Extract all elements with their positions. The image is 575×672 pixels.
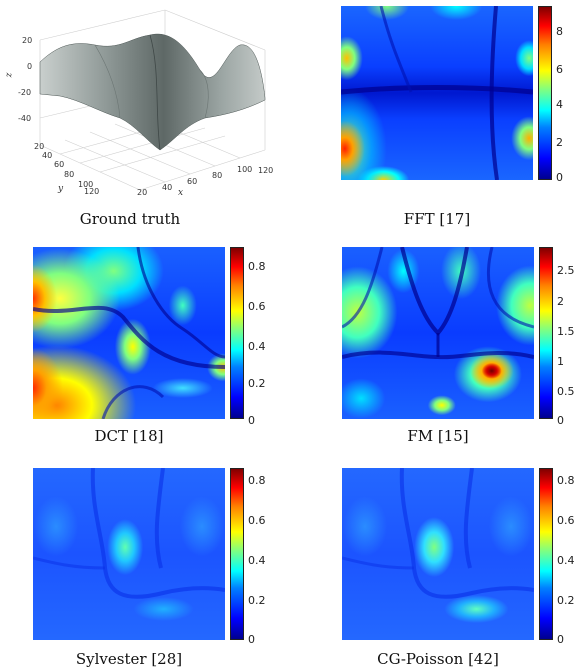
z-tick: -40 bbox=[18, 114, 32, 123]
z-tick: 20 bbox=[22, 36, 33, 45]
fft-valley-lines bbox=[341, 6, 533, 180]
y-tick: 60 bbox=[54, 160, 65, 169]
caption-fft: FFT [17] bbox=[403, 210, 471, 228]
dct-colorbar-tick: 0 bbox=[248, 414, 255, 427]
sylvester-colorbar-tick: 0.4 bbox=[248, 554, 266, 567]
surface-mesh bbox=[39, 33, 266, 151]
cg-poisson-colorbar-tick: 0 bbox=[557, 633, 564, 646]
y-tick: 20 bbox=[34, 142, 45, 151]
dct-colorbar-tick: 0.2 bbox=[248, 377, 266, 390]
y-tick: 120 bbox=[84, 187, 100, 196]
caption-sylvester: Sylvester [28] bbox=[75, 650, 183, 668]
x-tick: 80 bbox=[212, 171, 223, 180]
fft-colorbar-tick: 0 bbox=[556, 171, 563, 184]
ground-truth-panel: 20 0 -20 -40 z 20 40 60 80 100 120 y 20 … bbox=[0, 0, 290, 232]
y-tick: 80 bbox=[64, 170, 75, 179]
x-tick: 100 bbox=[237, 165, 253, 174]
caption-dct: DCT [18] bbox=[94, 427, 164, 445]
fm-colorbar-tick: 1 bbox=[557, 355, 564, 368]
x-tick: 20 bbox=[137, 188, 148, 197]
caption-fm: FM [15] bbox=[407, 427, 469, 445]
sylvester-colorbar-tick: 0.6 bbox=[248, 514, 266, 527]
surface-valley-line bbox=[149, 34, 161, 151]
z-axis-label: z bbox=[4, 72, 15, 78]
surface-ridge-line bbox=[199, 69, 209, 119]
cg-poisson-colorbar-tick: 0.6 bbox=[557, 514, 575, 527]
y-tick: 100 bbox=[78, 180, 94, 189]
fm-colorbar-tick: 0 bbox=[557, 414, 564, 427]
x-tick: 40 bbox=[162, 183, 173, 192]
dct-colorbar-tick: 0.4 bbox=[248, 340, 266, 353]
z-tick: -20 bbox=[18, 88, 32, 97]
fm-colorbar-tick: 2 bbox=[557, 295, 564, 308]
fm-valley-lines bbox=[342, 247, 534, 360]
dct-colorbar-tick: 0.6 bbox=[248, 300, 266, 313]
caption-ground-truth: Ground truth bbox=[79, 210, 181, 228]
fft-heatmap bbox=[341, 6, 533, 180]
x-axis-label: x bbox=[178, 188, 184, 198]
fft-colorbar-tick: 4 bbox=[556, 98, 563, 111]
surface-ridge-line bbox=[94, 44, 121, 119]
fm-colorbar-tick: 0.5 bbox=[557, 385, 575, 398]
cg-poisson-valley-lines bbox=[342, 468, 534, 599]
cg-poisson-colorbar-tick: 0.8 bbox=[557, 474, 575, 487]
sylvester-valley-lines bbox=[33, 468, 225, 599]
y-axis-label: y bbox=[58, 184, 64, 194]
sylvester-colorbar-tick: 0 bbox=[248, 633, 255, 646]
fm-colorbar-tick: 2.5 bbox=[557, 264, 575, 277]
dct-heatmap bbox=[33, 247, 225, 419]
y-tick: 40 bbox=[42, 151, 53, 160]
cg-poisson-colorbar-tick: 0.2 bbox=[557, 594, 575, 607]
cg-poisson-heatmap bbox=[342, 468, 534, 640]
dct-colorbar bbox=[230, 247, 244, 419]
dct-colorbar-tick: 0.8 bbox=[248, 260, 266, 273]
plot-grid bbox=[39, 9, 266, 191]
x-tick: 60 bbox=[187, 177, 198, 186]
x-tick: 120 bbox=[258, 166, 274, 175]
sylvester-heatmap bbox=[33, 468, 225, 640]
dct-valley-lines bbox=[33, 247, 225, 419]
fm-colorbar bbox=[539, 247, 553, 419]
fft-colorbar bbox=[538, 6, 552, 180]
cg-poisson-colorbar-tick: 0.4 bbox=[557, 554, 575, 567]
fft-colorbar-tick: 6 bbox=[556, 63, 563, 76]
cg-poisson-colorbar bbox=[539, 468, 553, 640]
fft-colorbar-tick: 8 bbox=[556, 25, 563, 38]
sylvester-colorbar bbox=[230, 468, 244, 640]
sylvester-colorbar-tick: 0.8 bbox=[248, 474, 266, 487]
ground-truth-surface-plot bbox=[39, 9, 266, 191]
z-tick: 0 bbox=[27, 62, 33, 71]
caption-cg-poisson: CG-Poisson [42] bbox=[377, 650, 499, 668]
fft-colorbar-tick: 2 bbox=[556, 136, 563, 149]
fm-colorbar-tick: 1.5 bbox=[557, 325, 575, 338]
sylvester-colorbar-tick: 0.2 bbox=[248, 594, 266, 607]
